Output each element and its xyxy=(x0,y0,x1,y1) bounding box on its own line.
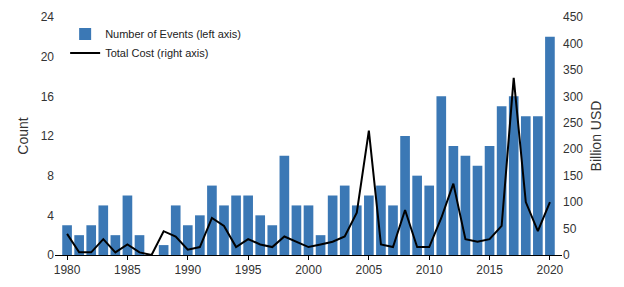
svg-text:2010: 2010 xyxy=(416,263,443,277)
svg-text:Number of Events (left axis): Number of Events (left axis) xyxy=(105,28,241,40)
svg-text:0: 0 xyxy=(47,248,54,262)
svg-text:200: 200 xyxy=(563,142,583,156)
svg-text:8: 8 xyxy=(47,169,54,183)
svg-text:300: 300 xyxy=(563,90,583,104)
svg-text:0: 0 xyxy=(563,248,570,262)
svg-text:350: 350 xyxy=(563,63,583,77)
svg-text:1985: 1985 xyxy=(114,263,141,277)
svg-text:250: 250 xyxy=(563,116,583,130)
svg-text:400: 400 xyxy=(563,37,583,51)
svg-text:1995: 1995 xyxy=(235,263,262,277)
svg-text:Count: Count xyxy=(15,117,31,154)
svg-text:24: 24 xyxy=(41,10,55,24)
svg-text:2020: 2020 xyxy=(537,263,564,277)
svg-text:4: 4 xyxy=(47,209,54,223)
svg-text:20: 20 xyxy=(41,50,55,64)
svg-text:450: 450 xyxy=(563,10,583,24)
svg-text:Total Cost (right axis): Total Cost (right axis) xyxy=(105,47,208,59)
svg-text:1980: 1980 xyxy=(54,263,81,277)
svg-text:50: 50 xyxy=(563,222,577,236)
svg-text:Billion USD: Billion USD xyxy=(588,101,604,172)
svg-text:16: 16 xyxy=(41,90,55,104)
svg-text:2000: 2000 xyxy=(295,263,322,277)
svg-text:100: 100 xyxy=(563,195,583,209)
svg-text:2015: 2015 xyxy=(476,263,503,277)
svg-text:1990: 1990 xyxy=(174,263,201,277)
svg-text:12: 12 xyxy=(41,129,55,143)
svg-text:150: 150 xyxy=(563,169,583,183)
svg-text:2005: 2005 xyxy=(356,263,383,277)
